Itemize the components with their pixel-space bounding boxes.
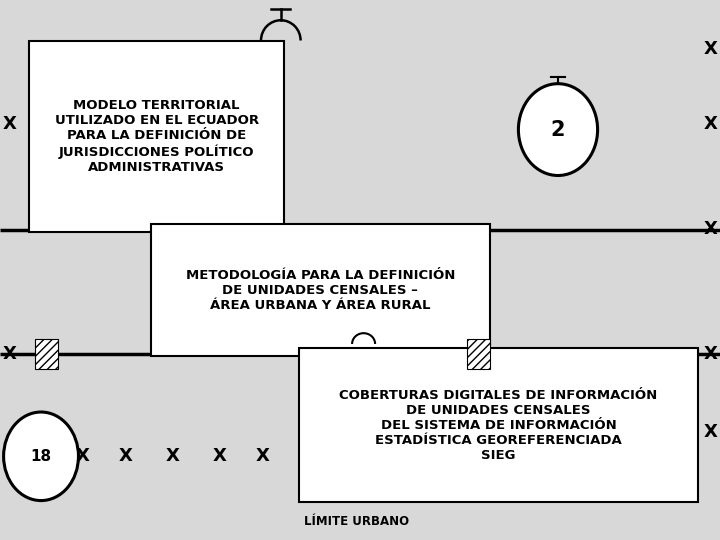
Text: X: X xyxy=(703,423,718,441)
FancyBboxPatch shape xyxy=(29,40,284,232)
Text: X: X xyxy=(212,447,227,465)
Text: X: X xyxy=(166,447,180,465)
Text: MODELO TERRITORIAL
UTILIZADO EN EL ECUADOR
PARA LA DEFINICIÓN DE
JURISDICCIONES : MODELO TERRITORIAL UTILIZADO EN EL ECUAD… xyxy=(55,99,258,174)
Text: X: X xyxy=(703,345,718,363)
Bar xyxy=(467,339,490,369)
FancyBboxPatch shape xyxy=(299,348,698,502)
Text: X: X xyxy=(119,447,133,465)
Text: X: X xyxy=(703,39,718,58)
Bar xyxy=(35,339,58,369)
Text: COBERTURAS DIGITALES DE INFORMACIÓN
DE UNIDADES CENSALES
DEL SISTEMA DE INFORMAC: COBERTURAS DIGITALES DE INFORMACIÓN DE U… xyxy=(339,389,658,462)
Text: X: X xyxy=(76,447,90,465)
Text: METODOLOGÍA PARA LA DEFINICIÓN
DE UNIDADES CENSALES –
ÁREA URBANA Y ÁREA RURAL: METODOLOGÍA PARA LA DEFINICIÓN DE UNIDAD… xyxy=(186,269,455,312)
Text: X: X xyxy=(2,115,17,133)
FancyBboxPatch shape xyxy=(151,224,490,356)
Text: LÍMITE URBANO: LÍMITE URBANO xyxy=(304,515,409,528)
Text: X: X xyxy=(703,220,718,239)
Ellipse shape xyxy=(518,84,598,176)
Text: 18: 18 xyxy=(30,449,52,464)
Text: X: X xyxy=(256,447,270,465)
Text: 2: 2 xyxy=(551,119,565,140)
Text: X: X xyxy=(2,345,17,363)
Ellipse shape xyxy=(4,412,78,501)
Text: X: X xyxy=(703,115,718,133)
